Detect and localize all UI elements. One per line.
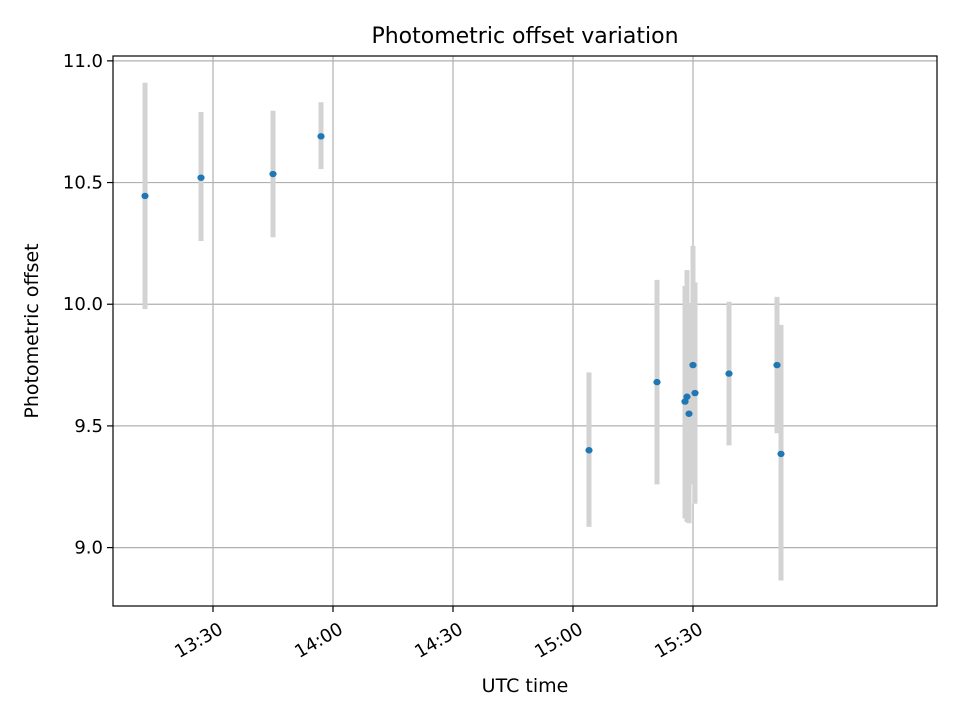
data-point — [683, 393, 691, 400]
data-point — [685, 410, 693, 417]
data-point — [197, 174, 205, 181]
y-tick-label: 9.5 — [74, 416, 103, 437]
y-tick-label: 10.5 — [63, 173, 103, 194]
data-point — [725, 370, 733, 377]
data-point — [269, 170, 277, 178]
data-point — [681, 398, 689, 405]
y-tick-label: 10.0 — [63, 294, 103, 315]
data-point — [691, 389, 699, 397]
data-points — [141, 133, 785, 458]
plot-area — [113, 56, 937, 606]
y-tick-label: 11.0 — [63, 51, 103, 72]
data-point — [777, 450, 785, 458]
x-axis-label: UTC time — [482, 675, 569, 697]
data-point — [773, 361, 781, 369]
chart-title: Photometric offset variation — [371, 24, 678, 49]
data-point — [585, 447, 593, 454]
data-point — [141, 192, 149, 200]
plot-frame — [112, 55, 938, 607]
data-point — [653, 378, 661, 386]
grid — [113, 56, 937, 606]
y-tick-label: 9.0 — [74, 538, 103, 559]
data-point — [317, 133, 325, 140]
y-axis-label: Photometric offset — [21, 243, 43, 418]
data-point — [689, 361, 697, 369]
